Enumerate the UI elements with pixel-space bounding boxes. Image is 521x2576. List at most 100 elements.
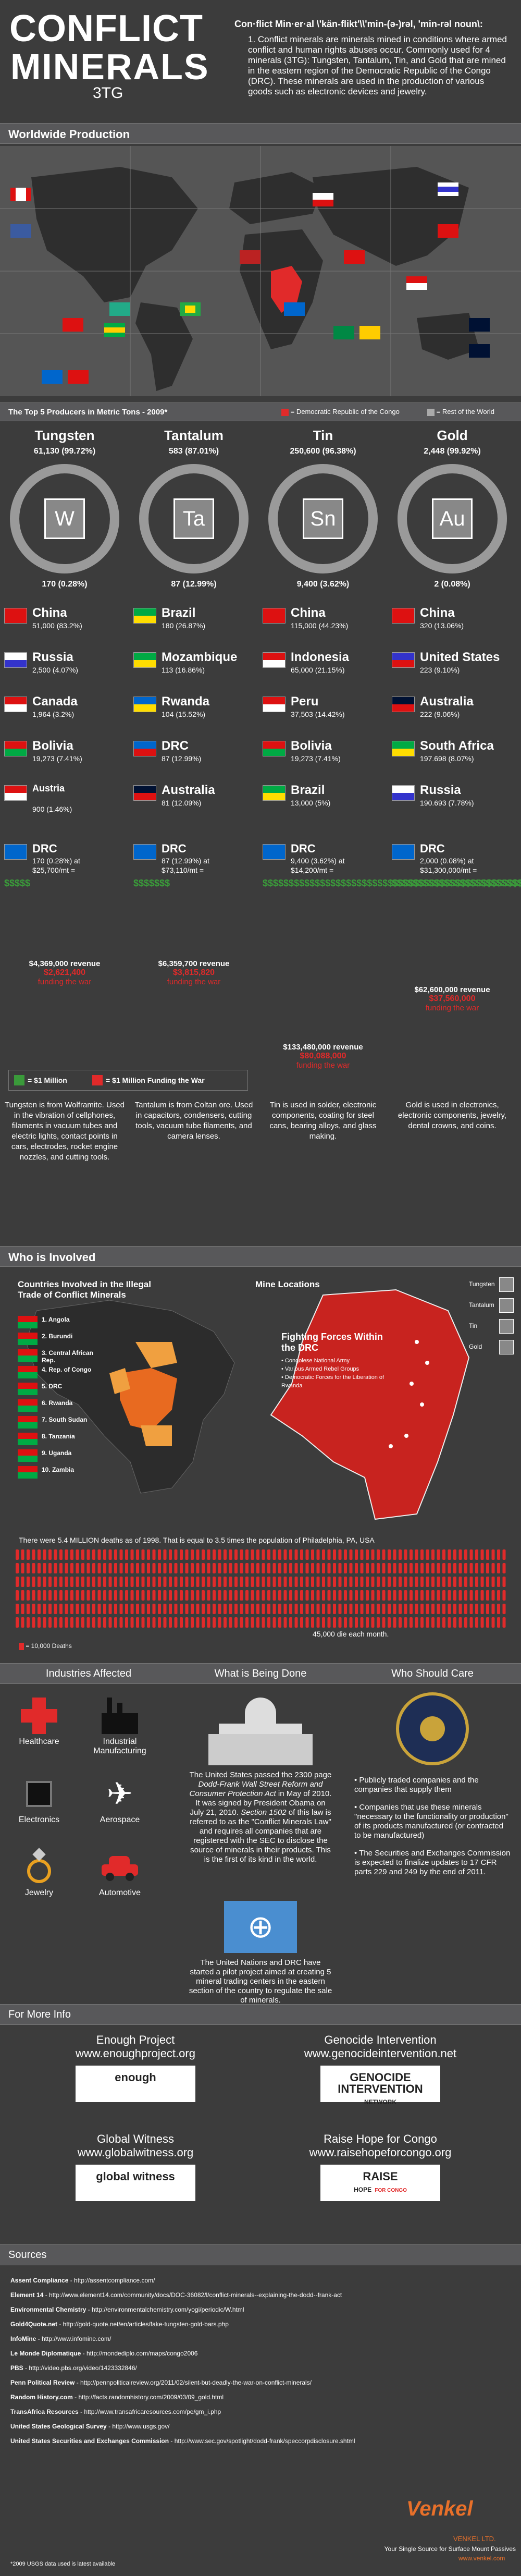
ring-icon — [21, 1848, 57, 1885]
flag-icon — [392, 608, 415, 624]
force-item: • Democratic Forces for the Liberation o… — [281, 1374, 384, 1389]
revenue: $62,600,000 revenue — [414, 985, 490, 994]
producer-item: Brazil 13,000 (5%) — [263, 782, 383, 813]
mineral-name: Tantalum — [164, 428, 224, 443]
source-item[interactable]: United States Securities and Exchanges C… — [10, 2437, 355, 2445]
more-info-link[interactable]: www.globalwitness.org — [77, 2146, 194, 2159]
flag-icon — [18, 1349, 38, 1362]
flag-icon — [392, 697, 415, 712]
industry-label: Automotive — [98, 1888, 141, 1897]
producer-item: Rwanda 104 (15.52%) — [133, 693, 254, 725]
source-item[interactable]: InfoMine - http://www.infomine.com/ — [10, 2335, 111, 2342]
producer-item: South Africa 197.698 (8.07%) — [392, 738, 513, 769]
flag-icon — [18, 1383, 38, 1395]
title-conflict: CONFLICT — [9, 8, 203, 50]
drc-line1: 2,000 (0.08%) at — [420, 857, 474, 865]
forces-box: Fighting Forces Within the DRC • Congole… — [281, 1332, 396, 1390]
source-item[interactable]: PBS - http://video.pbs.org/video/1423332… — [10, 2364, 137, 2372]
flag-icon — [18, 1433, 38, 1445]
flag-icon — [18, 1399, 38, 1412]
flag-icon — [4, 741, 27, 756]
funding-label: funding the war — [425, 1004, 479, 1012]
more-info-item[interactable]: Global Witness www.globalwitness.org glo… — [21, 2132, 250, 2201]
countries-title: Countries Involved in the Illegal Trade … — [18, 1279, 151, 1300]
source-item[interactable]: Assent Compliance - http://assentcomplia… — [10, 2277, 155, 2284]
producer-item: Brazil 180 (26.87%) — [133, 605, 254, 636]
more-info-grid: Enough Project www.enoughproject.org eno… — [0, 2028, 521, 2237]
mine-legend-item: Tin — [469, 1319, 516, 1340]
source-item[interactable]: TransAfrica Resources - http://www.trans… — [10, 2408, 221, 2415]
more-info-item[interactable]: Genocide Intervention www.genocideinterv… — [266, 2033, 495, 2106]
more-info-item[interactable]: Raise Hope for Congo www.raisehopeforcon… — [266, 2132, 495, 2201]
map-flags — [10, 182, 490, 384]
section-industries: Industries Affected — [0, 1663, 177, 1684]
source-item[interactable]: Penn Political Review - http://pennpolit… — [10, 2379, 312, 2386]
flag-icon — [263, 785, 286, 801]
mine-title: Mine Locations — [255, 1279, 320, 1289]
element-symbol: Sn — [303, 498, 343, 539]
mine-legend-item: Tantalum — [469, 1298, 516, 1319]
section-involved: Who is Involved — [0, 1246, 521, 1267]
flag-icon — [133, 608, 156, 624]
org-logo: RAISE HOPE FOR CONGO — [320, 2165, 440, 2201]
title-3tg: 3TG — [93, 84, 123, 102]
revenue-block: $62,600,000 revenue $37,560,000 funding … — [392, 985, 513, 1012]
dollar-signs: $$$$$$$$$$$$$$$$$$$$$$$$$$$$$$$$$$$$$$$$… — [263, 878, 521, 888]
more-info-link[interactable]: www.enoughproject.org — [76, 2047, 195, 2060]
flag-icon — [133, 652, 156, 668]
funding-amount: $37,560,000 — [429, 994, 476, 1003]
dollar-signs: $$$$$$$ — [133, 878, 170, 888]
flag-icon — [18, 1449, 38, 1462]
more-info-link[interactable]: www.raisehopeforcongo.org — [309, 2146, 452, 2159]
industry-label: Aerospace — [100, 1815, 140, 1824]
drc-flag-icon — [392, 844, 415, 860]
element-symbol: W — [44, 498, 85, 539]
producer-item: Russia 2,500 (4.07%) — [4, 649, 125, 680]
source-item[interactable]: Random History.com - http://facts.random… — [10, 2394, 224, 2401]
drc-title: DRC — [32, 842, 57, 855]
section-care: Who Should Care — [344, 1663, 521, 1684]
source-item[interactable]: Gold4Quote.net - http://gold-quote.net/e… — [10, 2321, 229, 2328]
legend-drc: = Democratic Republic of the Congo — [290, 408, 400, 416]
producer-item: Australia 222 (9.06%) — [392, 693, 513, 725]
producer-item: China 320 (13.06%) — [392, 605, 513, 636]
brand-tagline: Your Single Source for Surface Mount Pas… — [384, 2545, 516, 2553]
source-item[interactable]: Le Monde Diplomatique - http://mondedipl… — [10, 2350, 198, 2357]
industry-label: Healthcare — [19, 1737, 59, 1746]
producer-item: Australia 81 (12.09%) — [133, 782, 254, 813]
revenue: $133,480,000 revenue — [283, 1043, 363, 1052]
forces-title: Fighting Forces Within the DRC — [281, 1332, 383, 1353]
country-item: 3. Central African Rep. — [18, 1349, 96, 1366]
funding-label: funding the war — [167, 978, 221, 986]
producer-item: Russia 190.693 (7.78%) — [392, 782, 513, 813]
country-item: 4. Rep. of Congo — [18, 1366, 96, 1383]
more-info-item[interactable]: Enough Project www.enoughproject.org eno… — [21, 2033, 250, 2102]
country-item: 5. DRC — [18, 1383, 96, 1399]
legend-drc-swatch — [281, 408, 289, 416]
source-item[interactable]: Element 14 - http://www.element14.com/co… — [10, 2291, 342, 2299]
drc-line1: 9,400 (3.62%) at — [291, 857, 345, 865]
more-info-link[interactable]: www.genocideintervention.net — [304, 2047, 457, 2060]
funding-amount: $80,088,000 — [300, 1052, 346, 1060]
source-item[interactable]: Environmental Chemistry - http://environ… — [10, 2306, 244, 2313]
mineral-column: Tantalum 583 (87.01%) Ta 87 (12.99%) Bra… — [133, 428, 254, 888]
care-item: • The Securities and Exchanges Commissio… — [354, 1849, 511, 1876]
flag-icon — [4, 652, 27, 668]
industry-label: Electronics — [18, 1815, 60, 1824]
flag-icon — [18, 1366, 38, 1378]
funding-label: funding the war — [38, 978, 92, 986]
mineral-total: 61,130 (99.72%) — [33, 447, 96, 456]
brand-url: www.venkel.com — [458, 2555, 505, 2562]
funding-amount: $2,621,400 — [43, 968, 86, 977]
factory-icon — [102, 1698, 138, 1734]
drc-line2: $14,200/mt = — [291, 866, 334, 874]
drc-line1: 87 (12.99%) at — [162, 857, 209, 865]
war-swatch — [92, 1075, 103, 1085]
producer-item: DRC 87 (12.99%) — [133, 738, 254, 769]
section-sources: Sources — [0, 2244, 521, 2265]
drc-map — [270, 1289, 470, 1520]
venkel-logo: Venkel — [406, 2497, 473, 2520]
force-item: • Various Armed Rebel Groups — [281, 1366, 359, 1372]
money-legend: = $1 Million = $1 Million Funding the Wa… — [8, 1070, 248, 1091]
source-item[interactable]: United States Geological Survey - http:/… — [10, 2423, 170, 2430]
